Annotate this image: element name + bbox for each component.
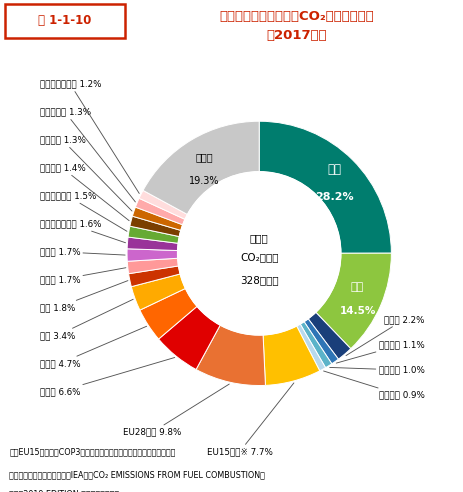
- Text: イタリア 1.0%: イタリア 1.0%: [329, 366, 424, 374]
- Wedge shape: [263, 326, 319, 385]
- Wedge shape: [127, 249, 177, 261]
- Wedge shape: [128, 226, 179, 244]
- Text: 世界のエネルギー起源CO₂の国別排出量
（2017年）: 世界のエネルギー起源CO₂の国別排出量 （2017年）: [219, 9, 374, 42]
- Wedge shape: [143, 121, 259, 215]
- Wedge shape: [296, 324, 325, 371]
- Text: 14.5%: 14.5%: [338, 306, 375, 316]
- Wedge shape: [127, 258, 178, 274]
- Text: ロシア 4.7%: ロシア 4.7%: [39, 326, 146, 368]
- Circle shape: [177, 172, 340, 335]
- Wedge shape: [303, 319, 338, 364]
- FancyBboxPatch shape: [5, 4, 125, 38]
- Text: イラン 1.7%: イラン 1.7%: [39, 268, 125, 284]
- Wedge shape: [158, 307, 220, 369]
- Text: オーストラリア 1.2%: オーストラリア 1.2%: [39, 80, 139, 193]
- Text: カナダ 1.7%: カナダ 1.7%: [39, 247, 125, 256]
- Text: メキシコ 1.4%: メキシコ 1.4%: [39, 163, 129, 221]
- Wedge shape: [135, 198, 185, 225]
- Text: EU28か国 9.8%: EU28か国 9.8%: [123, 384, 229, 437]
- Wedge shape: [132, 207, 182, 230]
- Text: 中国: 中国: [327, 163, 341, 177]
- Text: EU15か国※ 7.7%: EU15か国※ 7.7%: [206, 383, 293, 456]
- Text: その他: その他: [195, 153, 213, 163]
- Text: 世界の: 世界の: [249, 233, 268, 243]
- Text: 19.3%: 19.3%: [189, 176, 219, 186]
- Wedge shape: [300, 322, 331, 368]
- Wedge shape: [196, 325, 265, 386]
- Text: 日本 3.4%: 日本 3.4%: [39, 299, 133, 340]
- Text: サウジアラビア 1.6%: サウジアラビア 1.6%: [39, 219, 125, 243]
- Wedge shape: [307, 312, 350, 359]
- Text: 注：EU15か国は、COP3（京都会議）開催時点での加盟国数である。: 注：EU15か国は、COP3（京都会議）開催時点での加盟国数である。: [9, 448, 175, 457]
- Wedge shape: [128, 266, 180, 287]
- Wedge shape: [131, 274, 185, 310]
- Text: 図 1-1-10: 図 1-1-10: [38, 14, 92, 27]
- Text: インドネシア 1.5%: インドネシア 1.5%: [39, 191, 127, 231]
- Wedge shape: [130, 216, 181, 237]
- Text: 米国: 米国: [350, 282, 363, 292]
- Wedge shape: [139, 190, 187, 219]
- Text: CO₂排出量: CO₂排出量: [239, 252, 278, 262]
- Wedge shape: [127, 237, 178, 250]
- Text: フランス 0.9%: フランス 0.9%: [323, 371, 424, 400]
- Text: イギリス 1.1%: イギリス 1.1%: [336, 340, 424, 363]
- Text: 韓国 1.8%: 韓国 1.8%: [39, 280, 128, 312]
- Wedge shape: [315, 253, 390, 349]
- Text: 2019 EDITION を基に環境省作成: 2019 EDITION を基に環境省作成: [9, 490, 119, 492]
- Text: 資料：国際エネルギー機関（IEA）「CO₂ EMISSIONS FROM FUEL COMBUSTION」: 資料：国際エネルギー機関（IEA）「CO₂ EMISSIONS FROM FUE…: [9, 470, 264, 479]
- Text: 28.2%: 28.2%: [315, 192, 353, 202]
- Wedge shape: [259, 121, 390, 253]
- Text: インド 6.6%: インド 6.6%: [39, 358, 175, 396]
- Text: 南アフリカ 1.3%: 南アフリカ 1.3%: [39, 108, 135, 202]
- Text: ドイツ 2.2%: ドイツ 2.2%: [345, 315, 424, 356]
- Wedge shape: [139, 288, 197, 339]
- Text: 328億トン: 328億トン: [239, 276, 278, 285]
- Text: ブラジル 1.3%: ブラジル 1.3%: [39, 136, 131, 211]
